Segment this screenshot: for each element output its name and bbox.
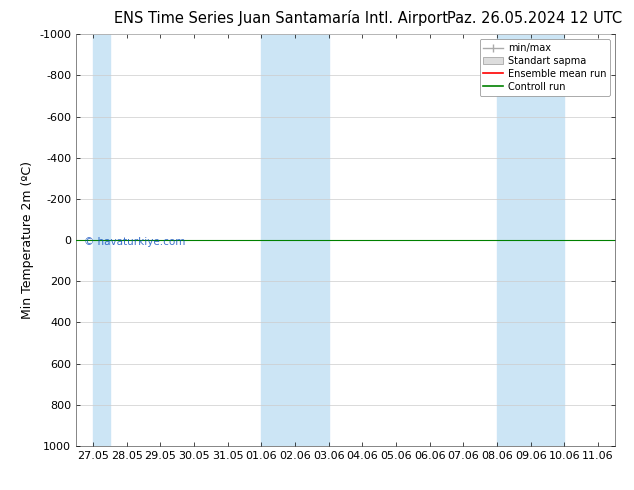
Bar: [93, 34, 110, 446]
Text: © havaturkiye.com: © havaturkiye.com: [84, 237, 186, 247]
Text: Paz. 26.05.2024 12 UTC: Paz. 26.05.2024 12 UTC: [446, 11, 622, 26]
Bar: [497, 34, 564, 446]
Legend: min/max, Standart sapma, Ensemble mean run, Controll run: min/max, Standart sapma, Ensemble mean r…: [479, 39, 610, 96]
Bar: [261, 34, 328, 446]
Text: ENS Time Series Juan Santamaría Intl. Airport: ENS Time Series Juan Santamaría Intl. Ai…: [114, 10, 448, 26]
Y-axis label: Min Temperature 2m (ºC): Min Temperature 2m (ºC): [21, 161, 34, 319]
